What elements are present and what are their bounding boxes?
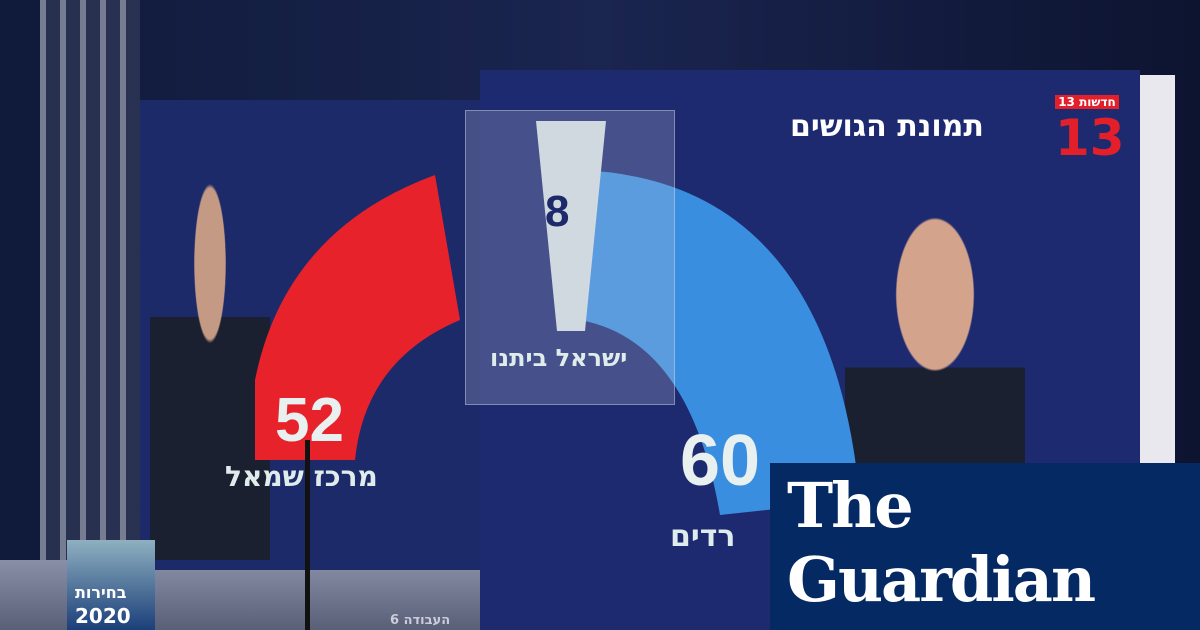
channel-number: 13 xyxy=(1055,109,1125,167)
candidate-photo-left xyxy=(150,180,270,560)
middle-bloc-label: ישראל ביתנו xyxy=(490,344,628,372)
studio-bars xyxy=(40,0,140,630)
badge-line1: בחירות xyxy=(75,583,127,602)
left-bloc-label: מרכז שמאל xyxy=(225,460,378,493)
left-bloc-arc xyxy=(255,175,460,460)
right-bloc-label: רדים xyxy=(670,519,736,554)
channel-logo-text: חדשות 13 xyxy=(1055,95,1119,109)
channel-13-logo: חדשות 13 13 xyxy=(1055,95,1125,170)
logo-line2: Guardian xyxy=(787,543,1096,616)
ticker-text: העבודה 6 xyxy=(390,613,451,628)
middle-bloc-panel xyxy=(465,110,675,405)
right-bloc-arc xyxy=(580,170,860,515)
middle-bloc-seats: 8 xyxy=(545,187,570,236)
microphone-stand xyxy=(305,440,310,630)
right-bloc-seats: 60 xyxy=(680,421,761,501)
guardian-logo: The Guardian xyxy=(770,463,1200,630)
logo-line1: The xyxy=(787,469,914,542)
badge-line2: 2020 xyxy=(75,604,131,628)
candidate-photo-right xyxy=(845,200,1025,470)
screen-title: תמונת הגושים xyxy=(790,109,984,144)
election-badge: בחירות 2020 xyxy=(67,540,155,630)
